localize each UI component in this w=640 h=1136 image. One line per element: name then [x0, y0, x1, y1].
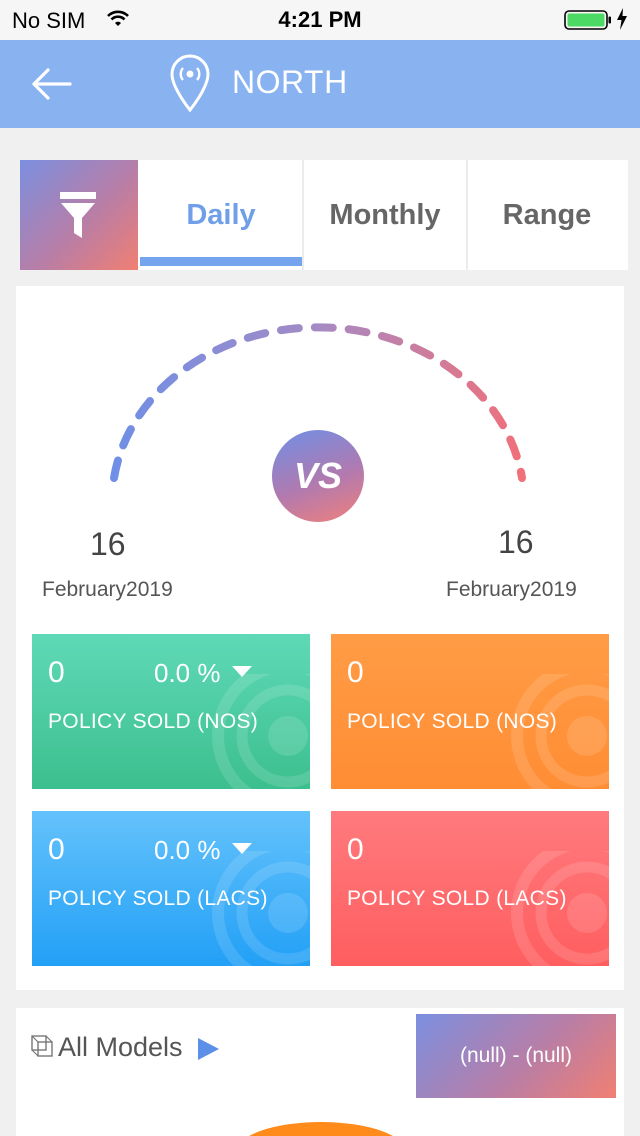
vs-badge: VS — [272, 430, 364, 522]
stat-percent: 0.0 % — [154, 658, 221, 688]
tab-range-label: Range — [502, 199, 592, 231]
all-models-selector[interactable]: All Models — [58, 1032, 183, 1062]
chart-peek — [236, 1122, 406, 1136]
stat-tile-policy-sold-nos-left[interactable]: 0 0.0 % POLICY SOLD (NOS) — [32, 634, 310, 789]
target-rings-icon — [511, 851, 609, 966]
nav-bar: NORTH — [0, 40, 640, 128]
back-arrow-icon[interactable] — [30, 64, 74, 104]
comparison-card: VS 16 February2019 16 February2019 0 0.0… — [16, 286, 624, 990]
target-rings-icon — [212, 851, 310, 966]
left-month-year: February2019 — [42, 578, 173, 601]
active-tab-indicator — [140, 257, 302, 266]
left-day: 16 — [90, 526, 126, 562]
stat-percent: 0.0 % — [154, 835, 221, 865]
tab-divider — [466, 160, 468, 270]
page-title: NORTH — [232, 64, 348, 100]
battery-icon — [564, 10, 611, 30]
target-rings-icon — [511, 674, 609, 789]
filter-funnel-icon — [60, 192, 96, 238]
charging-icon — [617, 8, 627, 30]
play-arrow-icon[interactable] — [198, 1038, 219, 1060]
clock: 4:21 PM — [278, 7, 362, 32]
stat-tile-policy-sold-lacs-left[interactable]: 0 0.0 % POLICY SOLD (LACS) — [32, 811, 310, 966]
right-day: 16 — [498, 524, 534, 560]
carrier-label: No SIM — [12, 8, 86, 33]
tab-daily[interactable]: Daily — [140, 160, 302, 270]
tab-monthly[interactable]: Monthly — [304, 160, 466, 270]
stat-label: POLICY SOLD (NOS) — [48, 710, 259, 733]
stat-label: POLICY SOLD (LACS) — [48, 887, 268, 910]
location-pin-icon — [170, 54, 210, 113]
stat-value: 0 — [48, 656, 65, 689]
period-filter-bar: Daily Monthly Range — [20, 160, 628, 270]
date-range-button[interactable]: (null) - (null) — [416, 1014, 616, 1098]
comparison-gauge-arc — [110, 323, 526, 482]
stat-tile-policy-sold-nos-right[interactable]: 0 POLICY SOLD (NOS) — [331, 634, 609, 789]
stat-value: 0 — [347, 833, 364, 866]
tab-monthly-label: Monthly — [329, 199, 441, 231]
status-bar: No SIM 4:21 PM — [0, 0, 640, 40]
right-month-year: February2019 — [446, 578, 577, 601]
stat-value: 0 — [48, 833, 65, 866]
stat-label: POLICY SOLD (NOS) — [347, 710, 558, 733]
models-card: All Models (null) - (null) — [16, 1008, 624, 1136]
tab-divider — [302, 160, 304, 270]
tab-daily-label: Daily — [186, 199, 256, 231]
caret-down-icon — [232, 666, 252, 677]
stat-tile-policy-sold-lacs-right[interactable]: 0 POLICY SOLD (LACS) — [331, 811, 609, 966]
stat-value: 0 — [347, 656, 364, 689]
models-cube-icon — [31, 1035, 53, 1057]
target-rings-icon — [212, 674, 310, 789]
caret-down-icon — [232, 843, 252, 854]
stat-label: POLICY SOLD (LACS) — [347, 887, 567, 910]
tab-range[interactable]: Range — [466, 160, 628, 270]
filter-button[interactable] — [20, 160, 138, 270]
wifi-icon — [107, 10, 129, 26]
